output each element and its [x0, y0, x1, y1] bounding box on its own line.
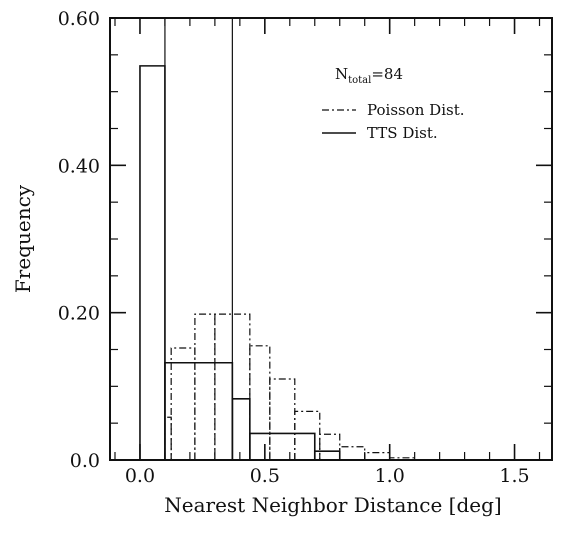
poisson-bin-5: [269, 378, 296, 460]
n-total-letter: N: [335, 65, 348, 83]
x-tick-label: 0.5: [250, 465, 280, 487]
poisson-bin-4: [249, 345, 271, 460]
legend: Poisson Dist. TTS Dist.: [322, 101, 465, 142]
poisson-bin-8: [339, 446, 366, 460]
x-axis-title: Nearest Neighbor Distance [deg]: [164, 493, 501, 517]
tts-bin-2: [231, 398, 251, 460]
poisson-bin-7: [319, 433, 341, 460]
plot-frame: [109, 17, 553, 461]
y-tick-label: 0.0: [70, 450, 100, 472]
poisson-bin-1: [170, 347, 196, 460]
tts-bin-0: [139, 65, 166, 460]
y-axis-title: Frequency: [11, 184, 35, 293]
n-total-value: =84: [371, 65, 403, 83]
axis-ticks: 0.0 0.5 1.0 1.5 0.0 0.20 0.40 0.60: [58, 8, 552, 487]
tts-bin-3: [249, 432, 316, 460]
y-tick-label: 0.60: [58, 8, 100, 30]
x-tick-label: 1.5: [499, 465, 529, 487]
x-tick-label: 0.0: [125, 465, 155, 487]
tts-bin-1: [164, 361, 234, 460]
x-tick-label: 1.0: [375, 465, 405, 487]
n-total-subscript: total: [348, 75, 371, 86]
legend-label-poisson: Poisson Dist.: [367, 101, 465, 119]
y-tick-label: 0.40: [58, 155, 100, 177]
poisson-bin-9: [364, 452, 391, 460]
reference-lines: [164, 18, 233, 460]
poisson-bin-0: [164, 416, 172, 460]
n-total-text: Ntotal=84: [335, 65, 403, 86]
poisson-bin-2: [194, 313, 216, 460]
y-tick-label: 0.20: [58, 303, 100, 325]
tts-bin-4: [313, 450, 341, 460]
legend-label-tts: TTS Dist.: [367, 124, 438, 142]
n-total-annotation: Ntotal=84: [335, 65, 403, 86]
poisson-bin-6: [294, 410, 321, 460]
